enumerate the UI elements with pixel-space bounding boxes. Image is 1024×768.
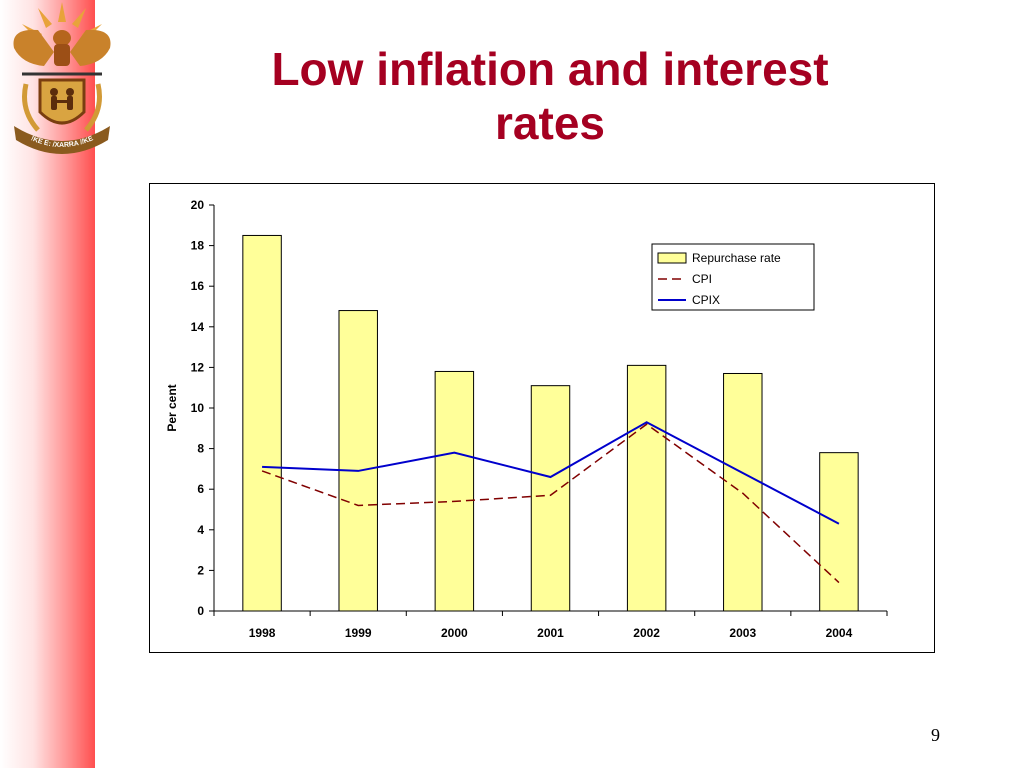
y-tick-label: 4: [197, 523, 204, 537]
y-tick-label: 12: [191, 360, 205, 374]
chart-svg: 0 2 4 6 8 10 12 14 16 18 20 Per cent 1998 1999 2000 200…: [165, 198, 888, 640]
x-tick-label: 2001: [537, 626, 564, 640]
legend-label-cpi: CPI: [692, 272, 712, 286]
y-tick-label: 18: [191, 239, 205, 253]
legend-label-cpix: CPIX: [692, 293, 720, 307]
y-tick-label: 0: [197, 604, 204, 618]
x-tick-label: 2002: [633, 626, 660, 640]
left-wheat: [22, 83, 40, 132]
bird-head: [53, 30, 71, 46]
x-tick-label: 1999: [345, 626, 372, 640]
y-axis-title: Per cent: [165, 384, 179, 431]
shield-figures: [50, 88, 74, 110]
slide-title: Low inflation and interest rates: [150, 42, 950, 150]
chart-frame: 0 2 4 6 8 10 12 14 16 18 20 Per cent 1998 1999 2000 200…: [149, 183, 935, 653]
right-wheat: [84, 83, 102, 132]
slide-number: 9: [931, 725, 940, 745]
y-tick-label: 20: [191, 198, 205, 212]
x-tick-label: 1998: [249, 626, 276, 640]
y-tick-label: 14: [191, 320, 205, 334]
bar-repurchase-rate-2004: [819, 452, 859, 612]
legend-swatch-repurchase-rate: [657, 252, 687, 264]
bar-repurchase-rate-1998: [242, 234, 282, 612]
y-tick-label: 10: [191, 401, 205, 415]
y-tick-label: 2: [197, 563, 204, 577]
motto-ribbon: [14, 126, 110, 154]
title-line-2: rates: [495, 97, 605, 149]
y-tick-label: 16: [191, 279, 205, 293]
bar-repurchase-rate-1999: [338, 310, 378, 612]
bird-body: [54, 44, 70, 66]
x-tick-label: 2003: [729, 626, 756, 640]
bar-repurchase-rate-2000: [434, 370, 475, 612]
bar-repurchase-rate-2001: [530, 385, 571, 612]
right-wing: [70, 29, 111, 66]
title-line-1: Low inflation and interest: [271, 43, 829, 95]
coat-of-arms-logo: !KE E: /XARRA //KE: [13, 2, 111, 154]
bar-repurchase-rate-2002: [626, 364, 667, 612]
series-line-cpix: [262, 421, 840, 525]
left-wing: [13, 29, 54, 66]
x-tick-label: 2004: [826, 626, 853, 640]
legend-label-repurchase-rate: Repurchase rate: [692, 251, 781, 265]
y-tick-label: 6: [197, 482, 204, 496]
x-tick-label: 2000: [441, 626, 468, 640]
series-line-cpi: [261, 423, 840, 584]
bar-repurchase-rate-2003: [723, 372, 763, 612]
y-tick-label: 8: [197, 442, 204, 456]
